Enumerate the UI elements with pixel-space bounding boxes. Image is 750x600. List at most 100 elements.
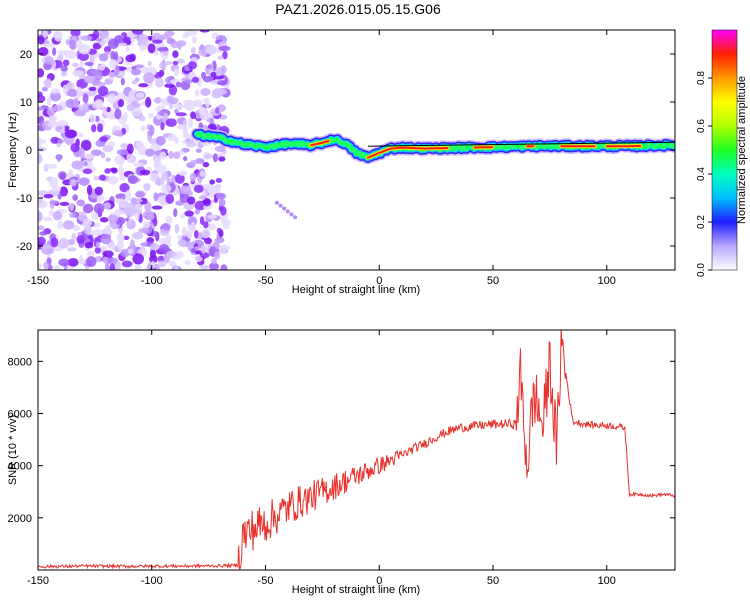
noise-blob [109,59,118,69]
noise-blob [139,44,146,52]
snr-axes: -150 -100 -50 0 50 100 2000 4000 6000 8000 [8,330,675,587]
noise-blob [214,67,223,77]
noise-blob [138,115,146,122]
noise-blob [174,173,185,184]
noise-blob [147,60,152,67]
noise-blob [164,83,175,88]
model-frequency-line [367,141,675,147]
noise-blob [114,108,122,120]
noise-blob [169,104,174,110]
noise-blob [83,153,95,160]
noise-blob [89,114,97,123]
noise-blob [165,250,177,258]
noise-blob [182,132,190,139]
noise-blob [104,224,111,236]
noise-blob [38,106,45,111]
snr-y-label: SNR (10 * v/v) [7,415,19,485]
noise-blob [67,238,76,246]
noise-blob [59,201,70,207]
noise-blob [103,46,112,54]
noise-blob [187,117,193,129]
noise-blob [176,235,183,240]
noise-blob [58,238,70,249]
noise-blob [160,49,169,60]
noise-blob [207,214,218,219]
noise-blob [215,106,220,114]
noise-blob [184,79,194,84]
noise-blob [155,135,166,146]
noise-blob [107,141,116,147]
noise-blob [278,203,283,208]
noise-blob [49,200,60,205]
noise-blob [168,150,174,159]
noise-blob [50,88,61,95]
snr-ytick-label: 6000 [8,408,32,420]
noise-blob [42,30,48,38]
noise-blob [215,88,228,96]
noise-blob [105,157,111,162]
noise-blob [123,95,130,102]
noise-blob [62,84,68,94]
noise-blob [91,229,104,236]
noise-blob [160,33,170,40]
noise-blob [57,220,64,229]
noise-blob [214,251,221,260]
noise-blob [69,202,75,211]
noise-blob [157,47,169,52]
noise-blob [149,255,158,264]
noise-blob [44,55,54,65]
noise-blob [154,177,165,186]
noise-blob [190,248,197,253]
noise-blob [203,237,213,245]
noise-blob [134,262,142,270]
noise-blob [183,99,195,105]
noise-blob [124,190,132,202]
noise-blob [199,30,210,33]
noise-blob [174,223,180,234]
noise-blob [102,250,114,258]
noise-blob [195,148,202,153]
noise-blob [206,64,213,70]
noise-blob [186,230,193,239]
noise-blob [174,137,180,144]
noise-blob [56,138,64,144]
noise-blob [203,198,211,207]
noise-blob [78,52,90,62]
noise-blob [54,30,63,42]
noise-blob [125,46,130,52]
noise-blob [147,43,156,54]
noise-blob [99,245,108,251]
noise-blob [69,178,77,187]
noise-blob [155,115,162,120]
noise-blob [165,215,173,225]
noise-blob [144,201,152,212]
noise-blob [223,84,230,90]
noise-blob [194,200,206,211]
noise-blob [102,144,114,153]
noise-blob [135,191,145,198]
noise-blob [216,227,222,234]
noise-blob [135,92,145,99]
noise-blob [172,60,179,66]
spectrogram-xtick-label: 0 [376,275,382,287]
noise-blob [120,77,125,86]
snr-ytick-label: 2000 [8,513,32,525]
noise-blob [198,195,208,200]
noise-blob [153,49,159,56]
noise-blob [44,43,56,48]
noise-blob [181,226,188,237]
noise-blob [146,237,155,244]
noise-blob [147,112,154,119]
colorbar-label: Normalized spectral amplitude [736,76,748,224]
noise-blob [282,206,287,211]
noise-blob [192,100,203,108]
noise-blob [117,98,125,108]
noise-blob [172,50,179,58]
noise-blob [175,112,187,117]
colorbar: 0.0 0.2 0.4 0.6 0.8 Normalized spectral ampl… [696,29,748,277]
noise-blob [38,211,43,222]
noise-blob [94,81,106,87]
noise-blob [88,86,97,91]
noise-blob [56,120,69,127]
